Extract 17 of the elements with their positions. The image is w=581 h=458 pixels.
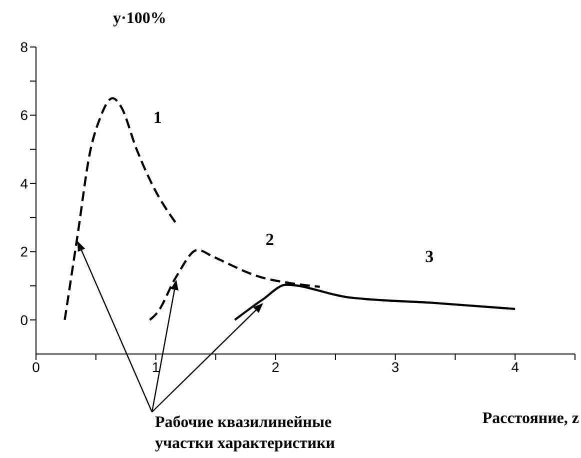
y-tick-label: 6	[20, 107, 28, 124]
x-axis-title: Расстояние, z	[482, 410, 579, 428]
annotation: Рабочие квазилинейные участки характеристики	[155, 413, 336, 454]
x-tick-label: 4	[511, 358, 520, 375]
x-tick-label: 1	[152, 358, 160, 375]
y-tick-label: 8	[20, 38, 28, 55]
y-tick-label: 0	[20, 312, 28, 328]
x-tick-label: 3	[391, 358, 400, 375]
line-series	[64, 97, 178, 321]
y-axis-title: y·100%	[113, 10, 166, 28]
text: 3	[425, 246, 434, 266]
x-tick-label: 2	[272, 358, 280, 375]
y-tick-label: 4	[20, 175, 28, 192]
y-tick-label: 2	[20, 244, 28, 260]
x-tick-label: 0	[32, 358, 40, 375]
series-label: 2	[265, 230, 274, 249]
series-label: 1	[153, 108, 162, 128]
